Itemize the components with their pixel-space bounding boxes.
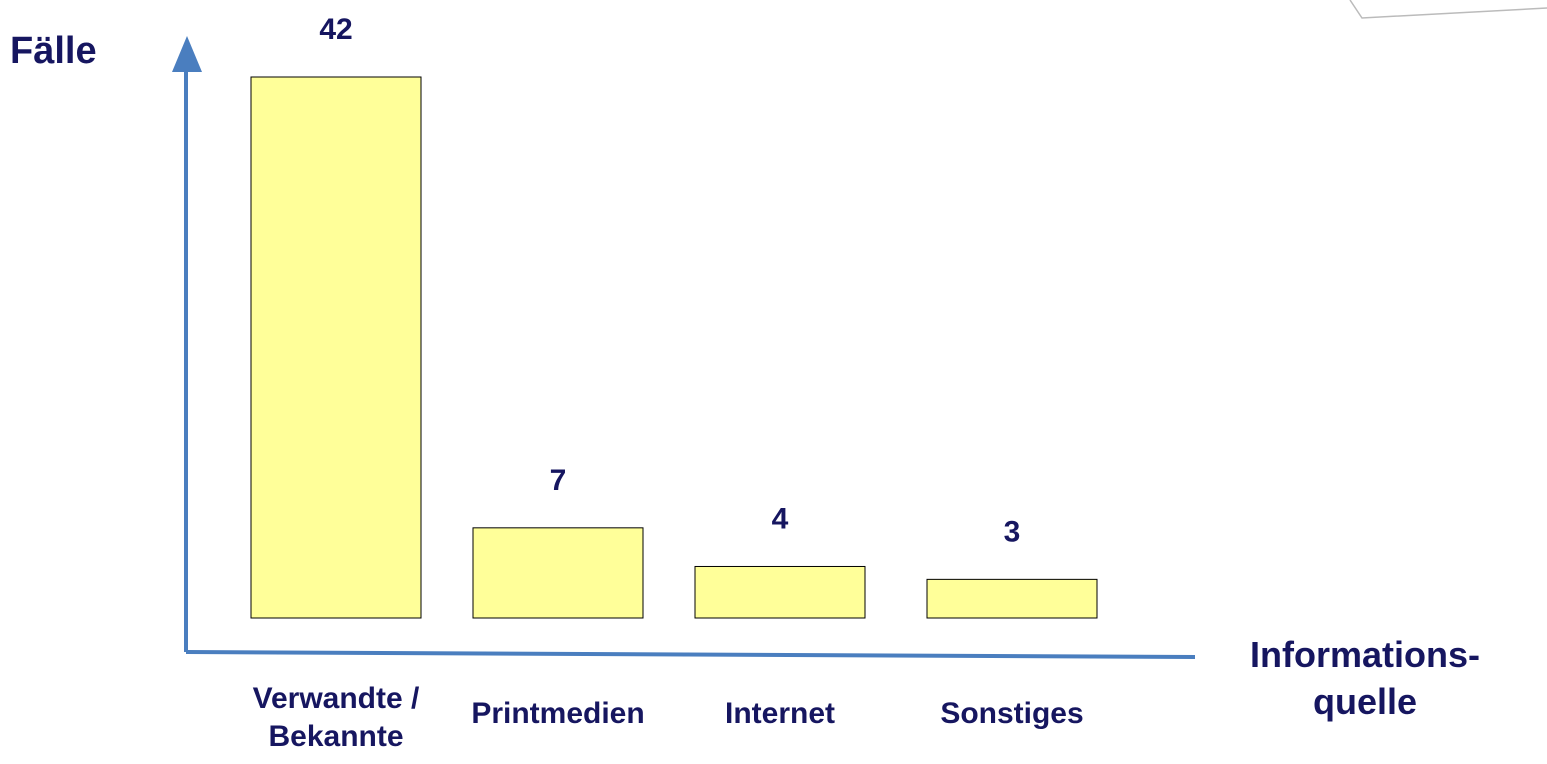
y-axis-label: Fälle	[10, 30, 97, 72]
x-tick-label: Verwandte / Bekannte	[252, 682, 420, 753]
bar	[250, 76, 422, 619]
x-axis	[185, 650, 1196, 659]
value-label: 3	[1004, 515, 1021, 548]
x-tick-label: Printmedien	[471, 697, 645, 730]
decoration	[1349, 0, 1547, 19]
y-axis-arrow	[172, 36, 202, 72]
bar	[926, 578, 1098, 619]
value-label: 42	[319, 13, 352, 46]
bar	[472, 527, 644, 619]
x-axis-label: Informations-quelle	[1250, 634, 1480, 722]
x-tick-label: Internet	[724, 697, 835, 730]
bar	[694, 565, 866, 619]
value-label: 4	[772, 502, 789, 535]
value-label: 7	[550, 464, 567, 497]
x-tick-label: Sonstiges	[940, 697, 1084, 730]
